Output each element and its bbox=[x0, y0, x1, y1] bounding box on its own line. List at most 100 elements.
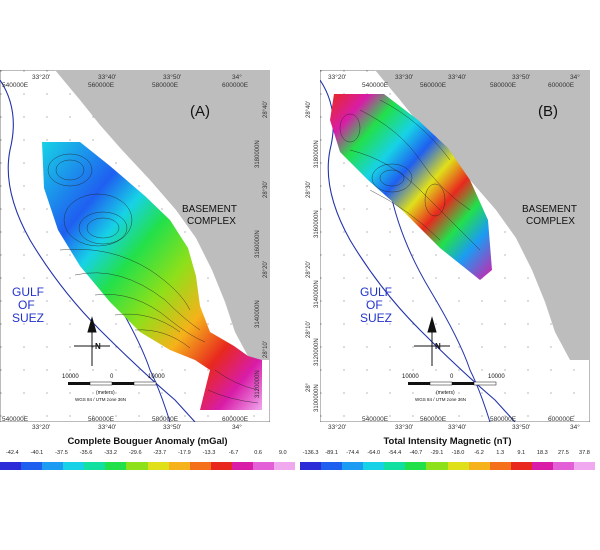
gulf-label-line1: GULF bbox=[12, 285, 44, 299]
scale-left-label: 10000 bbox=[62, 374, 79, 380]
lat-tick-left-b: 28° bbox=[306, 382, 312, 392]
bouguer-colorbar: Complete Bouguer Anomaly (mGal) -42.4 -40… bbox=[0, 436, 296, 476]
bouguer-colorbar-tick-label: -37.5 bbox=[55, 450, 68, 456]
basement-label-line1: BASEMENT bbox=[182, 204, 237, 215]
utm-tick-bottom-b: 560000E bbox=[420, 416, 447, 423]
lon-tick-top-b: 33°50' bbox=[512, 74, 531, 81]
lon-tick-bottom-a: 33°20' bbox=[32, 424, 51, 431]
bouguer-colorbar-tick-label: -35.6 bbox=[79, 450, 93, 456]
lat-tick-right-a: 28°40' bbox=[263, 101, 269, 118]
panel-label-a: (A) bbox=[190, 103, 210, 120]
bouguer-colorbar-tick-label: 0.6 bbox=[254, 450, 263, 456]
utm-tick-right-a: 3160000N bbox=[255, 230, 261, 258]
anomaly-zone bbox=[42, 142, 262, 410]
bouguer-colorbar-bar bbox=[0, 462, 296, 470]
lat-tick-left-b: 28°10' bbox=[306, 321, 312, 338]
lon-tick-bottom-b: 33°50' bbox=[512, 424, 531, 431]
bouguer-colorbar-tick-label: -40.1 bbox=[30, 450, 44, 456]
magnetic-colorbar: Total Intensity Magnetic (nT) -136.3 -89.… bbox=[300, 436, 596, 476]
bouguer-colorbar-swatch bbox=[21, 462, 43, 470]
lon-tick-top-b: 33°30' bbox=[395, 74, 414, 81]
magnetic-colorbar-tick-label: 1.3 bbox=[496, 450, 505, 456]
magnetic-colorbar-swatch bbox=[321, 462, 343, 470]
magnetic-colorbar-tick-label: 9.1 bbox=[517, 450, 526, 456]
utm-tick-top-a: 600000E bbox=[222, 82, 249, 89]
bouguer-colorbar-ticks: -42.4 -40.1 -37.5 -35.6 -33.2 -29.6 -23.7 -17.9… bbox=[0, 450, 295, 460]
north-arrow-icon bbox=[414, 316, 450, 366]
bouguer-colorbar-swatch bbox=[63, 462, 85, 470]
bouguer-colorbar-swatch bbox=[84, 462, 106, 470]
lat-tick-right-a: 28°20' bbox=[263, 261, 269, 278]
lon-tick-top-a: 33°40' bbox=[98, 74, 117, 81]
magnetic-colorbar-swatch bbox=[384, 462, 406, 470]
bouguer-colorbar-tick-label: -17.9 bbox=[178, 450, 191, 456]
bouguer-colorbar-swatch bbox=[105, 462, 127, 470]
utm-tick-top-a: 540000E bbox=[2, 82, 29, 89]
magnetic-colorbar-swatch bbox=[426, 462, 448, 470]
utm-tick-bottom-b: 600000E bbox=[548, 416, 575, 423]
projection-label: WGS 84 / UTM zone 36N bbox=[75, 397, 126, 402]
utm-tick-right-a: 3140000N bbox=[255, 300, 261, 328]
magnetic-colorbar-tick-label: 18.3 bbox=[536, 450, 548, 456]
bouguer-colorbar-tick-label: -23.7 bbox=[153, 450, 167, 456]
magnetic-colorbar-swatch bbox=[489, 462, 511, 470]
utm-tick-bottom-a: 600000E bbox=[222, 416, 249, 423]
magnetic-colorbar-tick-label: -89.1 bbox=[325, 450, 338, 456]
magnetic-colorbar-swatch bbox=[531, 462, 553, 470]
scale-units-label: (meters) bbox=[436, 390, 455, 396]
lon-tick-top-b: 33°20' bbox=[328, 74, 347, 81]
magnetic-colorbar-tick-label: -54.4 bbox=[388, 450, 402, 456]
utm-tick-bottom-b: 580000E bbox=[490, 416, 517, 423]
lat-tick-right-a: 28°10' bbox=[263, 341, 269, 358]
gulf-label-line2: OF bbox=[366, 298, 383, 312]
utm-tick-top-b: 600000E bbox=[548, 82, 575, 89]
utm-tick-bottom-a: 560000E bbox=[88, 416, 115, 423]
scale-mid-label: 0 bbox=[450, 374, 454, 380]
utm-tick-bottom-b: 540000E bbox=[362, 416, 389, 423]
bouguer-colorbar-tick-label: -33.2 bbox=[104, 450, 117, 456]
bouguer-colorbar-swatch bbox=[147, 462, 169, 470]
utm-tick-left-b: 3100000N bbox=[314, 384, 320, 412]
lat-tick-right-a: 28°30' bbox=[263, 181, 269, 198]
utm-tick-left-b: 3120000N bbox=[314, 338, 320, 366]
scale-left-label: 10000 bbox=[402, 374, 419, 380]
basement-label-line2: COMPLEX bbox=[526, 216, 575, 227]
magnetic-colorbar-swatch bbox=[574, 462, 596, 470]
utm-tick-left-b: 3140000N bbox=[314, 280, 320, 308]
contour-lines bbox=[339, 99, 481, 251]
bouguer-colorbar-tick-label: -42.4 bbox=[5, 450, 19, 456]
magnetic-colorbar-swatch bbox=[447, 462, 469, 470]
bouguer-anomaly-map: (A) BASEMENT COMPLEX GULF OF SUEZ N 1000… bbox=[0, 70, 270, 422]
magnetic-colorbar-tick-label: -29.1 bbox=[430, 450, 444, 456]
lat-tick-left-b: 28°20' bbox=[306, 261, 312, 278]
utm-tick-top-b: 540000E bbox=[362, 82, 389, 89]
north-letter: N bbox=[435, 342, 441, 351]
lon-tick-bottom-b: 33°20' bbox=[328, 424, 347, 431]
coastline bbox=[320, 79, 516, 422]
gulf-label-line3: SUEZ bbox=[360, 311, 392, 325]
lon-tick-bottom-b: 34° bbox=[570, 424, 580, 431]
bouguer-colorbar-swatch bbox=[210, 462, 232, 470]
bouguer-map-canvas: (A) BASEMENT COMPLEX GULF OF SUEZ N 1000… bbox=[0, 70, 270, 422]
magnetic-colorbar-swatch bbox=[405, 462, 427, 470]
bouguer-colorbar-swatch bbox=[168, 462, 190, 470]
lon-tick-top-a: 34° bbox=[232, 74, 242, 81]
utm-tick-right-a: 3180000N bbox=[255, 140, 261, 168]
gulf-label-line2: OF bbox=[18, 298, 35, 312]
magnetic-colorbar-title: Total Intensity Magnetic (nT) bbox=[383, 436, 512, 447]
utm-tick-left-b: 3180000N bbox=[314, 140, 320, 168]
lon-tick-bottom-b: 33°30' bbox=[395, 424, 414, 431]
magnetic-map-canvas: (B) BASEMENT COMPLEX GULF OF SUEZ N 1000… bbox=[320, 70, 590, 422]
lat-tick-left-b: 28°40' bbox=[306, 101, 312, 118]
total-magnetic-map: (B) BASEMENT COMPLEX GULF OF SUEZ N 1000… bbox=[320, 70, 590, 422]
gulf-label-line1: GULF bbox=[360, 285, 392, 299]
gulf-label-line3: SUEZ bbox=[12, 311, 44, 325]
bouguer-colorbar-swatch bbox=[274, 462, 296, 470]
magnetic-colorbar-tick-label: -6.2 bbox=[474, 450, 484, 456]
utm-tick-top-a: 580000E bbox=[152, 82, 179, 89]
lon-tick-bottom-a: 33°50' bbox=[163, 424, 182, 431]
scale-bar bbox=[68, 381, 157, 386]
magnetic-colorbar-bar bbox=[300, 462, 596, 470]
magnetic-colorbar-tick-label: 37.8 bbox=[579, 450, 590, 456]
lon-tick-bottom-a: 34° bbox=[232, 424, 242, 431]
